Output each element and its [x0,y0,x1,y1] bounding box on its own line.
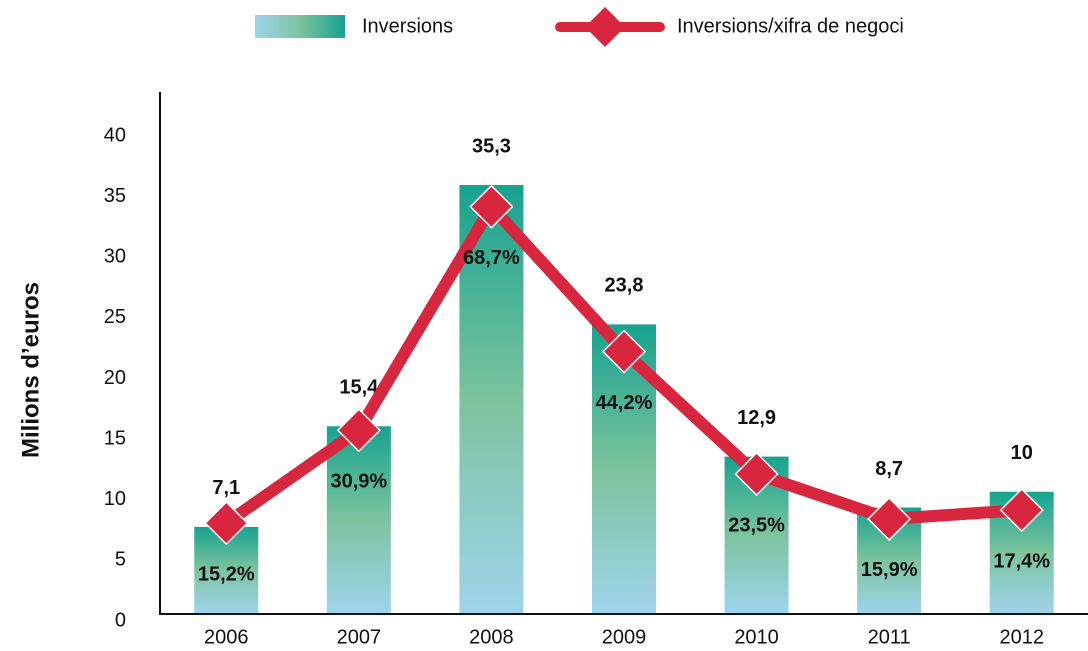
legend-label: Inversions [362,15,453,37]
line-value-label: 30,9% [330,471,387,493]
line-value-label: 15,2% [198,563,255,585]
line-marker [867,496,912,542]
bar-value-label: 12,9 [737,407,776,429]
y-tick-label: 35 [104,185,126,207]
line-marker [336,408,381,453]
y-tick-label: 0 [115,609,126,631]
x-tick-label: 2009 [602,626,647,648]
bar-value-label: 10 [1011,442,1033,464]
line-value-label: 23,5% [728,514,785,536]
x-tick-label: 2008 [469,626,514,648]
y-tick-label: 40 [104,124,126,146]
legend-marker [585,7,625,47]
x-tick-label: 2011 [868,626,911,648]
line-marker [734,451,779,497]
line-marker [601,329,647,374]
y-axis-label: Milions d’euros [17,282,44,458]
line-value-label: 44,2% [596,392,653,414]
bar-value-label: 15,4 [339,377,379,399]
y-tick-label: 30 [104,246,126,268]
bar-value-label: 23,8 [605,275,644,297]
x-tick-label: 2012 [999,626,1044,648]
bar [326,426,391,613]
y-tick-label: 25 [104,306,126,328]
line-value-label: 15,9% [861,559,918,581]
bar [459,184,524,614]
y-tick-label: 10 [104,488,126,510]
x-tick-label: 2010 [734,626,779,648]
line-marker [204,501,249,546]
y-tick-label: 5 [115,549,126,571]
bar-value-label: 7,1 [212,477,240,499]
x-tick-label: 2007 [337,626,382,648]
line-marker [469,184,514,229]
bar-value-label: 8,7 [875,458,903,480]
legend-swatch [255,15,345,38]
y-tick-label: 20 [104,367,126,389]
y-tick-label: 15 [104,427,126,449]
legend-label: Inversions/xifra de negoci [677,15,904,37]
bar-value-label: 35,3 [472,135,511,157]
line-value-label: 68,7% [463,247,520,269]
x-tick-label: 2006 [204,626,249,648]
line-value-label: 17,4% [993,550,1050,572]
line-marker [999,488,1044,533]
